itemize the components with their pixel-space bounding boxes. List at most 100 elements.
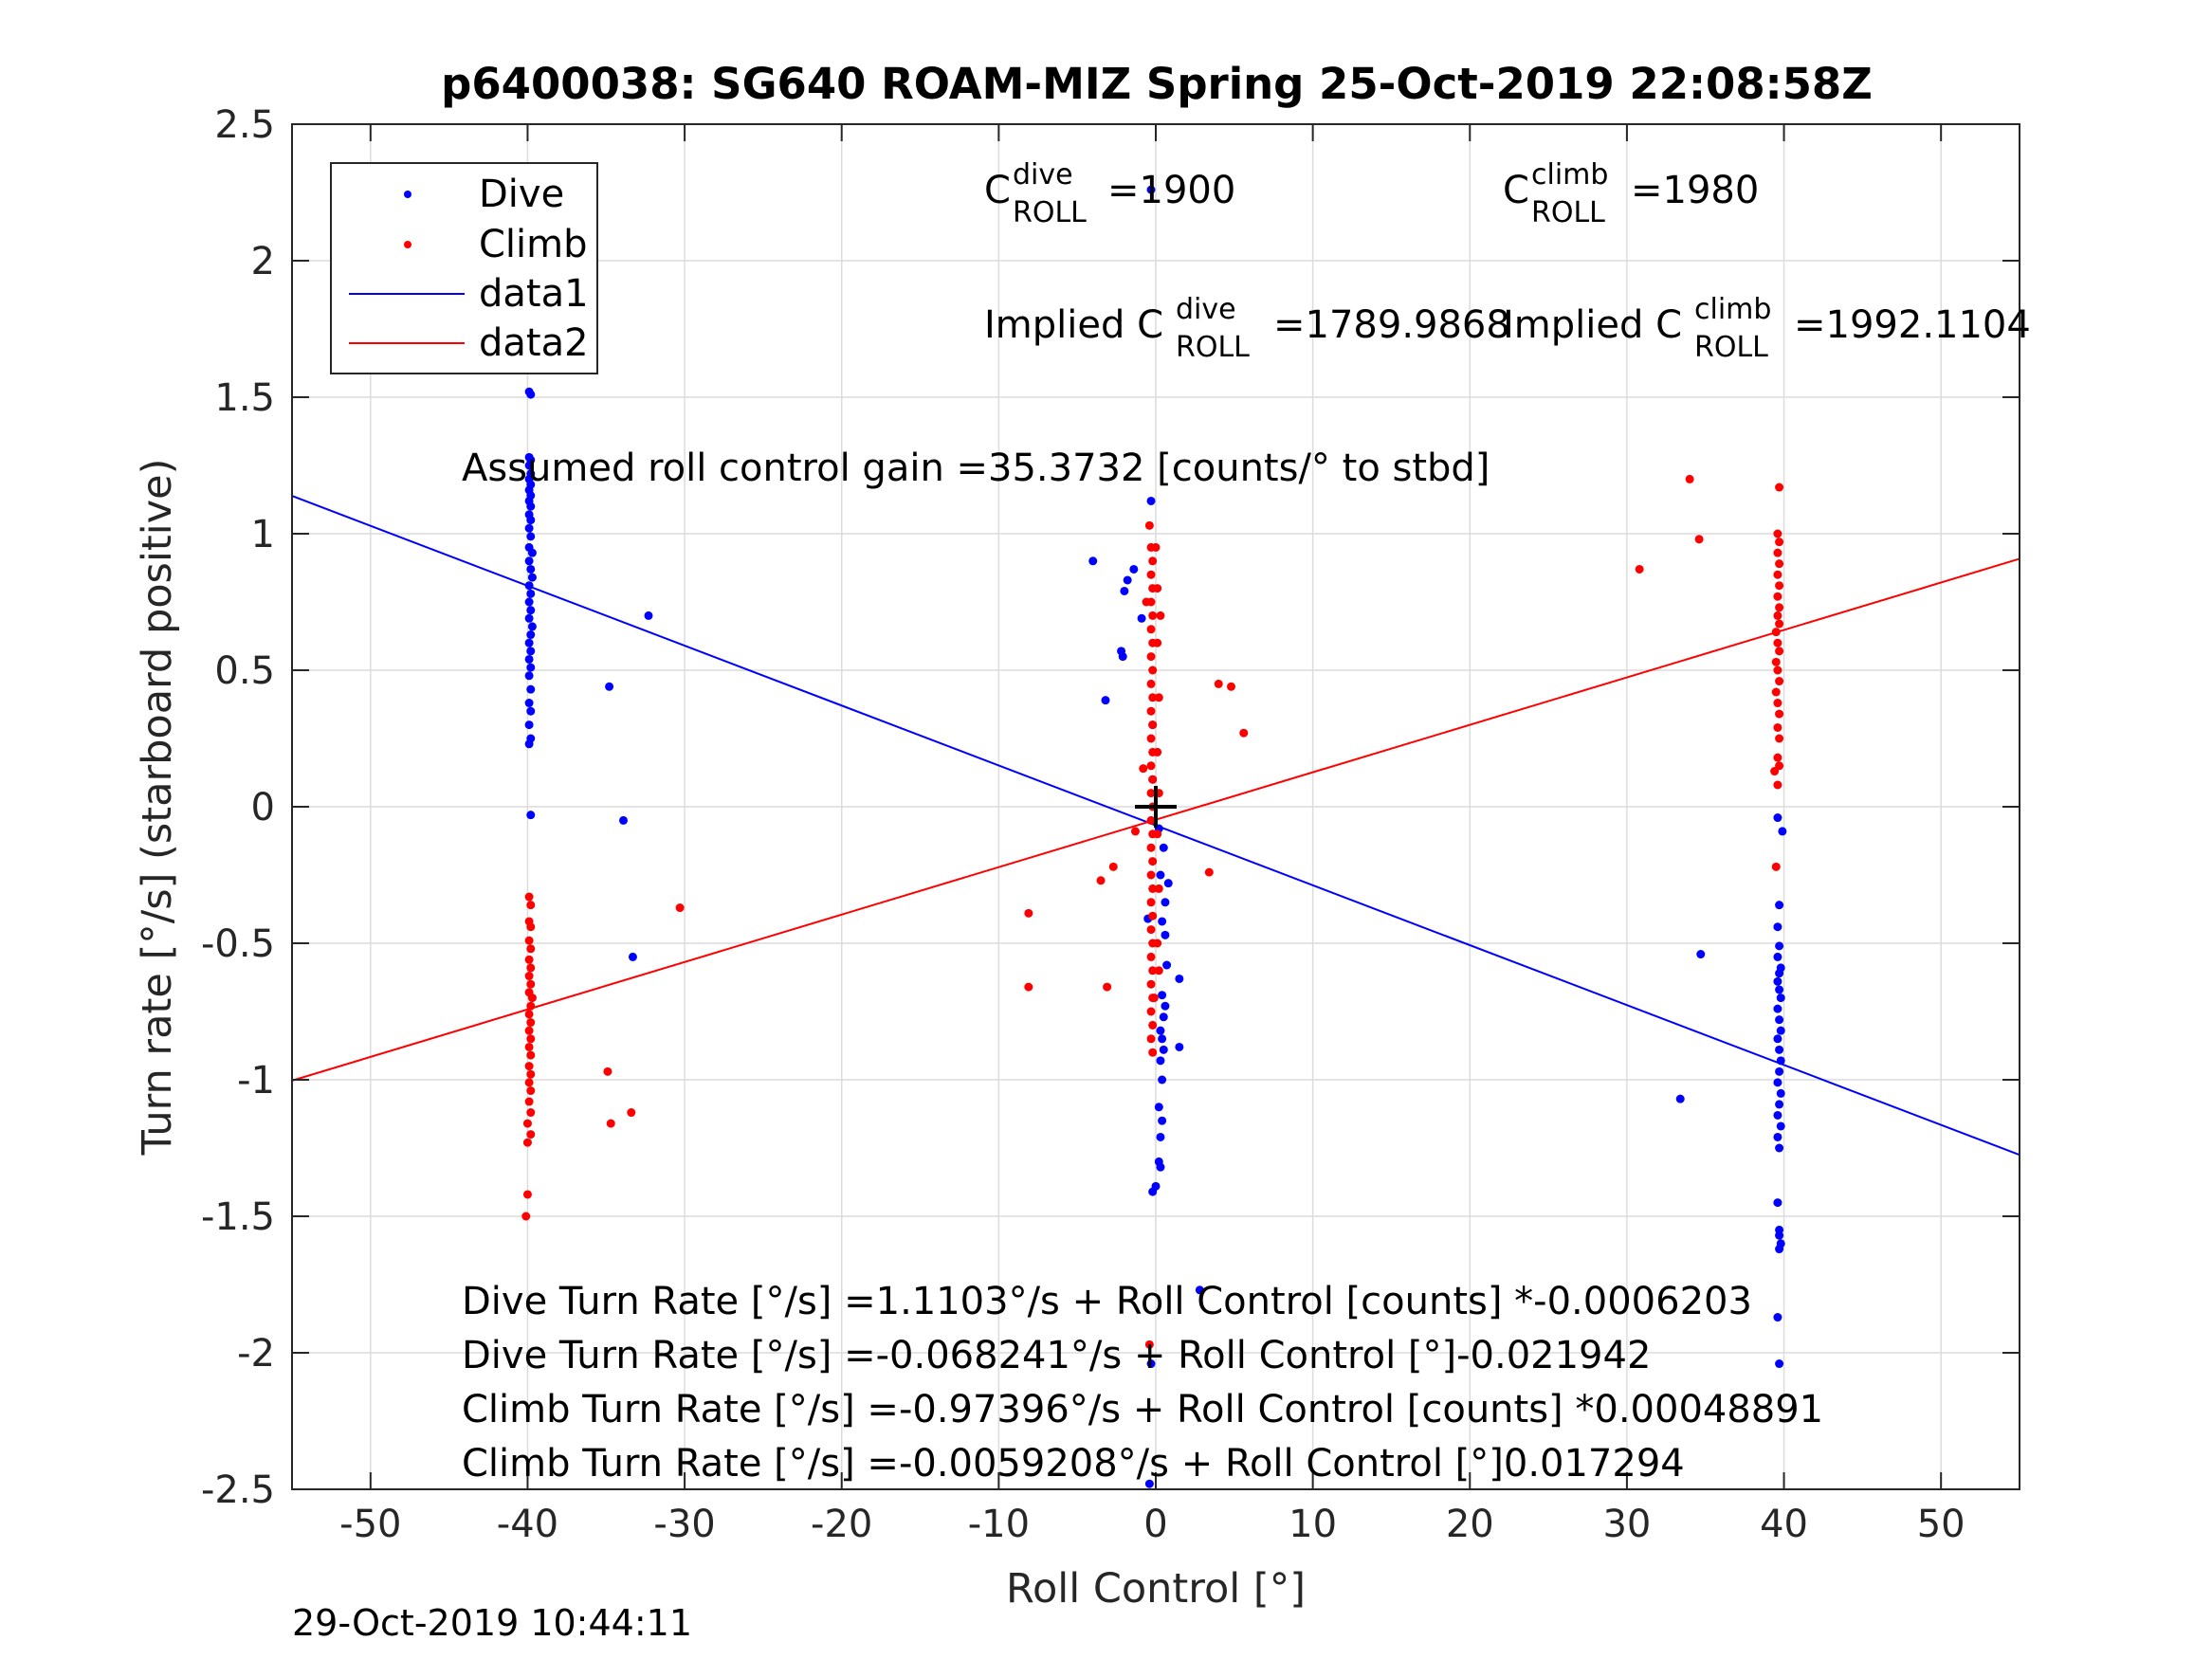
dive-point — [1696, 950, 1706, 959]
climb-point — [1775, 559, 1784, 569]
dive-point — [1118, 652, 1127, 662]
dive-point — [1775, 1100, 1784, 1109]
climb-point — [524, 955, 534, 964]
dive-point — [1161, 898, 1170, 907]
climb-point — [1146, 734, 1156, 743]
dive-point — [1159, 843, 1168, 852]
dive-point — [526, 516, 536, 525]
climb-point — [1148, 720, 1158, 730]
dive-point — [1137, 613, 1146, 623]
dive-point — [644, 611, 653, 620]
implied-climb-sup: climb — [1694, 293, 1771, 326]
climb-point — [1773, 529, 1782, 538]
climb-point — [524, 1042, 534, 1051]
dive-point — [1773, 1034, 1782, 1044]
climb-point — [1148, 1048, 1158, 1057]
climb-point — [1144, 520, 1154, 530]
climb-point — [1775, 709, 1784, 719]
climb-point — [1146, 570, 1156, 579]
climb-point — [526, 1108, 536, 1118]
climb-point — [524, 972, 534, 981]
dive-point — [526, 564, 536, 574]
climb-point — [1773, 780, 1782, 790]
climb-point — [1773, 548, 1782, 557]
dive-point — [1158, 1116, 1167, 1125]
climb-point — [1103, 982, 1112, 992]
x-tick-label: -30 — [653, 1503, 715, 1546]
dive-point — [526, 606, 536, 615]
climb-point — [1773, 611, 1782, 620]
climb-point — [522, 1119, 532, 1128]
y-axis-label: Turn rate [°/s] (starboard positive) — [134, 459, 181, 1157]
climb-point — [526, 1130, 536, 1139]
dive-point — [1156, 1162, 1165, 1172]
climb-point — [522, 1190, 532, 1199]
dive-point — [1175, 1042, 1184, 1051]
y-tick-label: -1.5 — [201, 1195, 275, 1239]
dive-point — [1776, 1026, 1785, 1035]
climb-point — [1146, 706, 1156, 716]
x-tick-label: -50 — [339, 1503, 401, 1546]
dive-point — [1144, 1479, 1154, 1488]
climb-point — [526, 1018, 536, 1028]
dive-point — [1161, 930, 1170, 939]
climb-point — [526, 1001, 536, 1011]
climb-point — [526, 1034, 536, 1044]
dive-point — [1195, 1285, 1204, 1295]
data-points — [521, 185, 1787, 1488]
climb-point — [1771, 862, 1781, 871]
climb-point — [1146, 870, 1156, 880]
dive-point — [524, 613, 534, 623]
dive-point — [524, 654, 534, 664]
climb-point — [1775, 647, 1784, 656]
dive-point — [524, 556, 534, 566]
climb-point — [1154, 884, 1163, 893]
climb-point — [1130, 827, 1140, 836]
dive-point — [527, 548, 537, 557]
dive-point — [1123, 575, 1132, 585]
dive-point — [1773, 976, 1782, 986]
c-roll-dive-base: C — [984, 169, 1011, 212]
dive-point — [1776, 1056, 1785, 1066]
climb-point — [1214, 679, 1223, 688]
climb-point — [524, 1097, 534, 1106]
dive-point — [1776, 1088, 1785, 1098]
climb-point — [1146, 979, 1156, 989]
dive-point — [1120, 586, 1129, 595]
climb-point — [1685, 474, 1694, 483]
climb-point — [1154, 966, 1163, 975]
climb-equation-counts: Climb Turn Rate [°/s] =-0.97396°/s + Rol… — [462, 1388, 1823, 1431]
dive-point — [1776, 994, 1785, 1003]
dive-point — [526, 390, 536, 399]
dive-point — [1775, 1015, 1784, 1025]
y-tick-label: -2.5 — [201, 1468, 275, 1512]
center-cross-marker — [1135, 786, 1177, 828]
climb-point — [526, 963, 536, 973]
dive-point — [1088, 556, 1098, 566]
legend-box — [330, 162, 598, 374]
c-roll-climb-annotation: C climb ROLL =1980 — [1503, 158, 1759, 229]
climb-point — [526, 1050, 536, 1060]
dive-point — [1146, 496, 1156, 505]
implied-climb-value: =1992.1104 — [1794, 303, 2031, 347]
dive-point — [526, 811, 536, 820]
dive-point — [1161, 1001, 1170, 1011]
implied-climb-sub: ROLL — [1694, 331, 1768, 364]
climb-point — [1146, 789, 1156, 798]
climb-point — [1146, 925, 1156, 935]
dive-point — [526, 647, 536, 656]
climb-point — [1148, 857, 1158, 866]
dive-point — [1775, 1231, 1784, 1240]
climb-point — [606, 1119, 615, 1128]
c-roll-climb-base: C — [1503, 169, 1529, 212]
climb-point — [1149, 994, 1159, 1003]
climb-point — [1148, 775, 1158, 784]
climb-point — [627, 1108, 636, 1118]
x-tick-label: -10 — [968, 1503, 1030, 1546]
dive-point — [1156, 870, 1165, 880]
climb-point — [1153, 638, 1162, 647]
climb-point — [1775, 677, 1784, 686]
legend-climb-marker — [404, 241, 411, 248]
dive-point — [618, 815, 628, 825]
c-roll-dive-value: =1900 — [1107, 169, 1235, 212]
